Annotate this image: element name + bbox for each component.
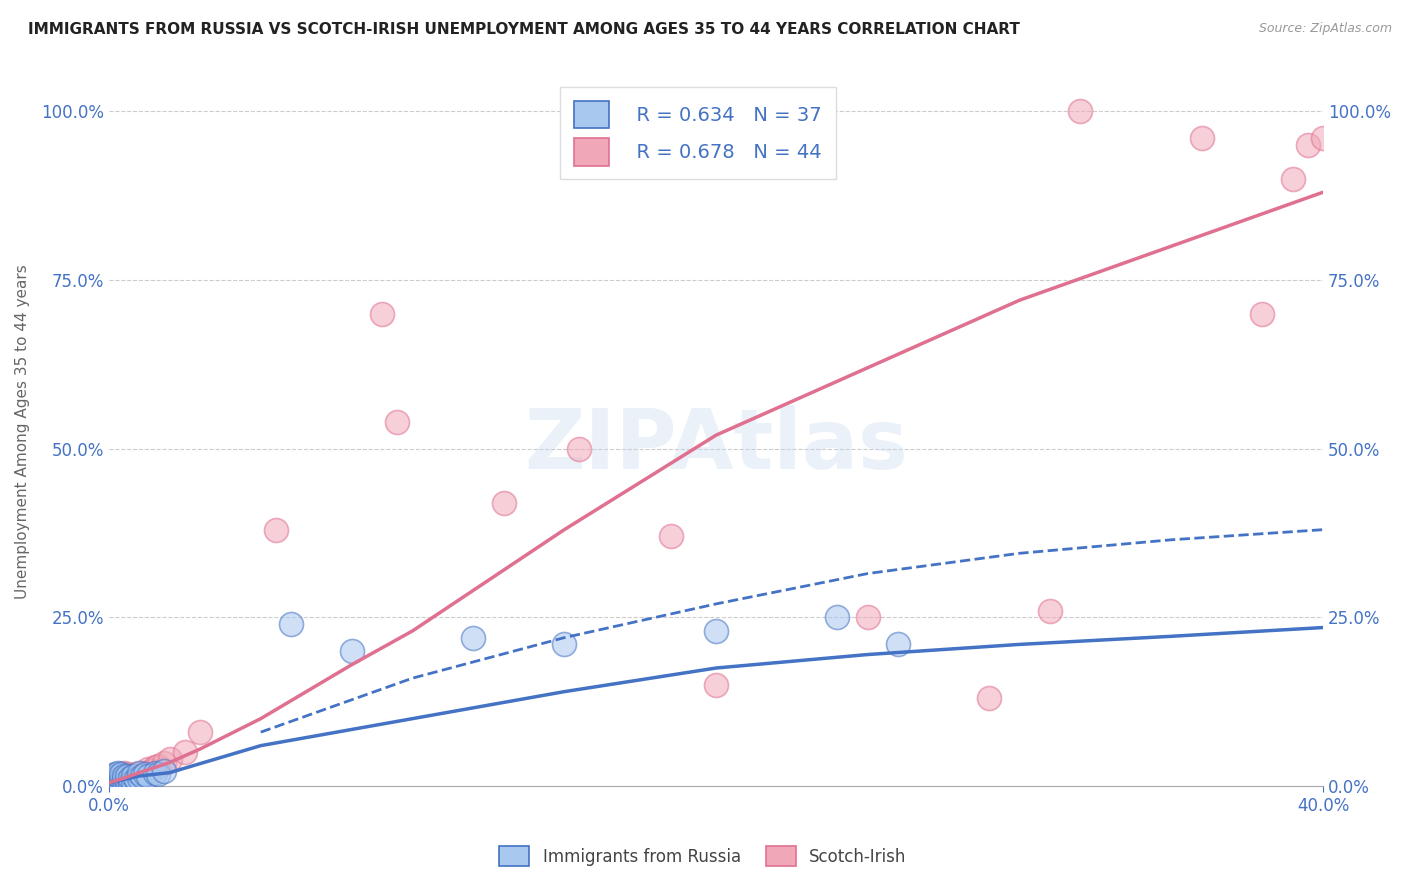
Point (856, 610, 879, 624)
Point (134, 767, 156, 781)
Point (138, 762, 160, 776)
Point (131, 765, 153, 780)
Point (107, 765, 129, 780)
Point (125, 767, 148, 781)
Point (120, 773, 142, 788)
Point (120, 769, 142, 783)
Point (463, 631, 485, 645)
Legend: Immigrants from Russia, Scotch-Irish: Immigrants from Russia, Scotch-Irish (491, 838, 915, 875)
Point (131, 769, 153, 783)
Point (492, 496, 515, 510)
Point (887, 637, 910, 651)
Point (112, 776, 135, 790)
Point (704, 678, 727, 692)
Point (1069, 104, 1091, 119)
Point (371, 307, 394, 321)
Point (152, 764, 174, 779)
Point (110, 773, 132, 788)
Point (340, 644, 363, 658)
Point (134, 767, 156, 781)
Point (173, 745, 195, 759)
Point (107, 776, 129, 790)
Point (120, 776, 142, 790)
Point (115, 773, 138, 788)
Point (125, 772, 148, 787)
Point (659, 529, 682, 543)
Point (115, 767, 138, 781)
Text: Source: ZipAtlas.com: Source: ZipAtlas.com (1258, 22, 1392, 36)
Point (1312, 131, 1334, 145)
Point (120, 771, 142, 785)
Point (1191, 131, 1213, 145)
Point (110, 767, 132, 781)
Point (280, 617, 302, 632)
Point (112, 772, 135, 787)
Point (387, 415, 409, 429)
Point (101, 771, 124, 785)
Point (568, 442, 591, 456)
Point (264, 523, 287, 537)
Point (115, 769, 138, 783)
Point (146, 767, 169, 781)
Text: IMMIGRANTS FROM RUSSIA VS SCOTCH-IRISH UNEMPLOYMENT AMONG AGES 35 TO 44 YEARS CO: IMMIGRANTS FROM RUSSIA VS SCOTCH-IRISH U… (28, 22, 1019, 37)
Y-axis label: Unemployment Among Ages 35 to 44 years: Unemployment Among Ages 35 to 44 years (15, 264, 30, 599)
Point (704, 624, 727, 638)
Point (107, 776, 129, 790)
Point (101, 772, 124, 787)
Point (1296, 137, 1319, 152)
Point (979, 691, 1001, 706)
Point (107, 769, 129, 783)
Point (141, 764, 163, 779)
Point (110, 771, 132, 785)
Point (122, 771, 145, 785)
Point (107, 772, 129, 787)
Point (112, 772, 135, 787)
Point (553, 637, 575, 651)
Point (110, 769, 132, 783)
Point (107, 772, 129, 787)
Point (827, 610, 849, 624)
Point (112, 765, 135, 780)
Point (138, 769, 160, 783)
Point (107, 767, 129, 781)
Point (104, 771, 127, 785)
Point (159, 752, 181, 766)
Point (143, 760, 166, 774)
Point (146, 759, 169, 773)
Point (1251, 307, 1274, 321)
Point (128, 771, 150, 785)
Point (128, 769, 150, 783)
Point (1039, 604, 1062, 618)
Point (104, 773, 127, 788)
Text: ZIPAtlas: ZIPAtlas (524, 406, 908, 486)
Point (101, 769, 124, 783)
Point (143, 765, 166, 780)
Point (122, 769, 145, 783)
Point (1281, 171, 1303, 186)
Point (104, 773, 127, 788)
Point (152, 756, 174, 770)
Point (104, 767, 127, 781)
Point (188, 725, 211, 739)
Point (128, 765, 150, 780)
Point (110, 773, 132, 788)
Legend:   R = 0.634   N = 37,   R = 0.678   N = 44: R = 0.634 N = 37, R = 0.678 N = 44 (560, 87, 835, 179)
Point (101, 776, 124, 790)
Point (115, 771, 138, 785)
Point (122, 773, 145, 788)
Point (112, 769, 135, 783)
Point (104, 769, 127, 783)
